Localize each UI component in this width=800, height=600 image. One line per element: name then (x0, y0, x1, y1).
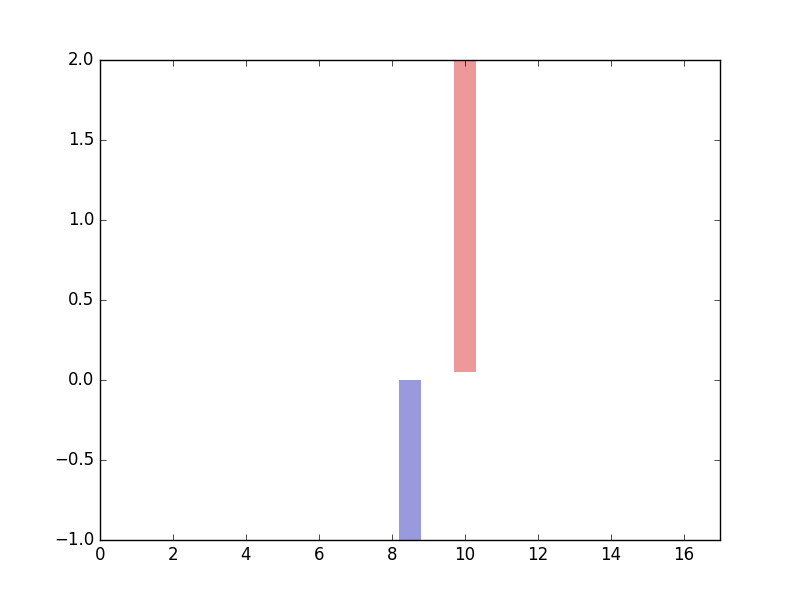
Bar (399, 380, 421, 540)
Bar (454, 60, 476, 372)
